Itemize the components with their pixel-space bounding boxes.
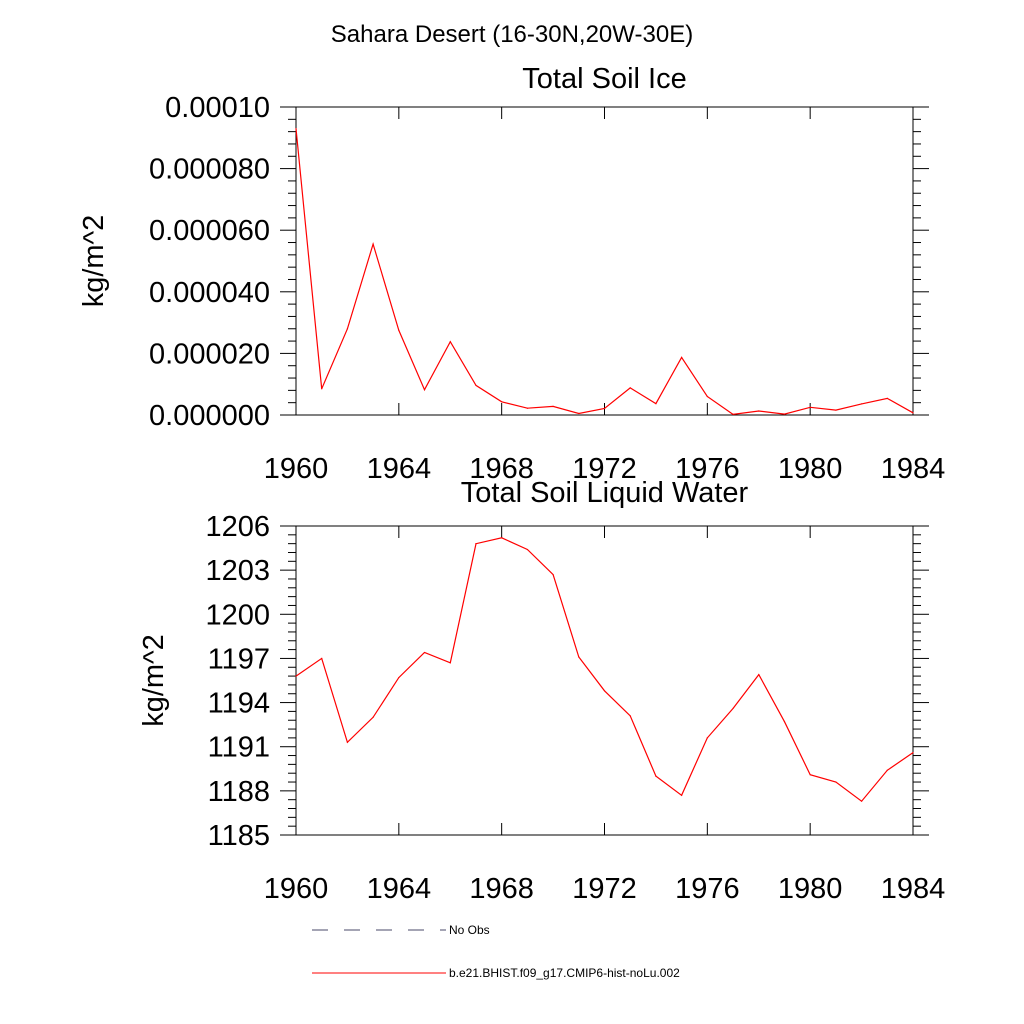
data-point	[372, 243, 374, 245]
data-point	[706, 737, 708, 739]
data-point	[501, 401, 503, 403]
y-tick-label: 1194	[208, 688, 270, 720]
x-tick-label: 1964	[367, 453, 432, 485]
x-tick-label: 1980	[778, 873, 843, 905]
panel-title: Total Soil Liquid Water	[461, 477, 749, 509]
data-point	[732, 707, 734, 710]
legend-item-2: b.e21.BHIST.f09_g17.CMIP6-hist-noLu.002	[312, 966, 680, 980]
x-tick-label: 1968	[469, 453, 534, 485]
y-tick-label: 1200	[205, 599, 270, 631]
y-tick-label: 1191	[208, 732, 270, 764]
data-point	[835, 409, 837, 411]
data-point	[629, 715, 631, 717]
data-point	[655, 775, 657, 777]
x-tick-label: 1972	[572, 873, 637, 905]
data-point	[526, 548, 528, 551]
data-point	[398, 329, 400, 331]
data-point	[552, 573, 554, 576]
y-tick-label: 0.000000	[149, 400, 270, 432]
y-tick-label: 0.00010	[165, 92, 270, 124]
data-point	[501, 537, 503, 539]
data-point	[681, 794, 683, 796]
data-point	[681, 356, 683, 359]
y-tick-label: 1185	[208, 820, 270, 852]
panel-2: Total Soil Liquid Water kg/m^2 1960 1964 196…	[138, 477, 945, 905]
y-axis-label: kg/m^2	[138, 634, 170, 727]
data-point	[886, 769, 888, 771]
y-tick-label: 0.000020	[149, 338, 270, 370]
data-point	[449, 662, 451, 664]
data-point	[578, 412, 580, 415]
data-point	[346, 741, 349, 743]
y-tick-label: 1188	[208, 776, 270, 808]
data-point	[475, 543, 477, 545]
y-tick-label: 1197	[208, 643, 270, 675]
x-tick-label: 1980	[778, 453, 843, 485]
data-point	[758, 674, 760, 676]
data-point	[295, 675, 297, 677]
plot-frame	[295, 525, 914, 836]
data-point	[809, 406, 811, 408]
data-point	[912, 412, 914, 414]
legend: No Obs b.e21.BHIST.f09_g17.CMIP6-hist-noL…	[312, 923, 680, 980]
plot-frame	[295, 106, 914, 416]
data-point	[423, 651, 426, 654]
data-point	[860, 800, 863, 802]
data-point	[860, 403, 863, 405]
panel-title: Total Soil Ice	[522, 63, 686, 95]
figure-suptitle: Sahara Desert (16-30N,20W-30E)	[331, 21, 693, 48]
data-point	[655, 403, 657, 405]
data-point	[321, 657, 323, 660]
x-tick-label: 1964	[367, 873, 432, 905]
data-point	[423, 389, 426, 391]
x-tick-label: 1968	[469, 873, 534, 905]
x-tick-label: 1984	[881, 873, 946, 905]
x-tick-label: 1972	[572, 453, 637, 485]
data-point	[578, 656, 580, 658]
legend-item-1: No Obs	[312, 923, 490, 937]
data-point	[449, 341, 451, 343]
data-point	[732, 413, 734, 415]
x-tick-label: 1984	[881, 453, 946, 485]
legend-label: No Obs	[449, 923, 490, 937]
data-point	[398, 676, 400, 679]
y-tick-label: 0.000060	[149, 215, 270, 247]
data-point	[526, 407, 528, 409]
data-point	[372, 716, 374, 718]
data-point	[758, 410, 760, 412]
y-tick-label: 0.000080	[149, 154, 270, 186]
data-point	[912, 752, 914, 754]
y-tick-label: 1206	[205, 511, 270, 543]
panels: Total Soil Ice kg/m^2 1960 1964 1968 1972 1976…	[78, 63, 945, 905]
data-point	[346, 328, 349, 330]
data-point	[603, 407, 606, 410]
data-point	[603, 690, 606, 692]
x-tick-label: 1976	[675, 453, 740, 485]
data-point	[475, 384, 477, 387]
data-point	[295, 127, 297, 130]
series-line-1	[295, 128, 914, 416]
data-point	[552, 405, 554, 407]
x-tick-label: 1960	[264, 453, 329, 485]
x-tick-label: 1976	[675, 873, 740, 905]
data-point	[706, 395, 708, 398]
data-point	[629, 387, 631, 389]
legend-label: b.e21.BHIST.f09_g17.CMIP6-hist-noLu.002	[449, 966, 680, 980]
data-point	[835, 781, 837, 783]
y-axis-label: kg/m^2	[78, 215, 110, 308]
series-line-1	[295, 537, 914, 803]
y-tick-label: 0.000040	[149, 277, 270, 309]
x-tick-label: 1960	[264, 873, 329, 905]
data-point	[886, 397, 888, 399]
data-point	[321, 388, 323, 390]
data-point	[783, 721, 786, 723]
data-point	[809, 774, 811, 776]
data-point	[783, 413, 786, 415]
y-tick-label: 1203	[205, 555, 270, 587]
panel-1: Total Soil Ice kg/m^2 1960 1964 1968 1972 1976…	[78, 63, 945, 485]
